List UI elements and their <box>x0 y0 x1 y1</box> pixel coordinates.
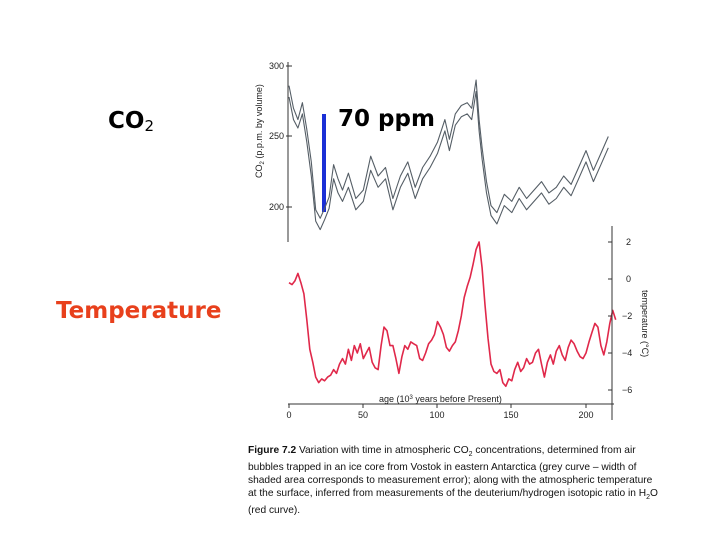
temperature-label: Temperature <box>56 298 222 324</box>
temperature-ticks: 2 0 −2 −4 −6 <box>608 237 632 395</box>
age-tick-label: 0 <box>286 410 291 420</box>
co2-label: CO2 <box>108 108 154 135</box>
temperature-curves <box>288 241 617 388</box>
temperature-tick-label: −4 <box>622 348 632 358</box>
temperature-tick-label: −6 <box>622 385 632 395</box>
temperature-series-line <box>288 241 617 388</box>
co2-series-line <box>288 79 609 219</box>
co2-curves <box>288 79 609 231</box>
age-tick-label: 150 <box>503 410 518 420</box>
co2-ticks: 300 250 200 <box>269 61 292 212</box>
age-tick-label: 50 <box>358 410 368 420</box>
co2-axis-title: CO2 (p.p.m. by volume) <box>254 84 266 178</box>
ppm-label: 70 ppm <box>338 106 435 132</box>
figure-caption: Figure 7.2 Variation with time in atmosp… <box>248 445 658 517</box>
age-axis-title: age (103 years before Present) <box>379 394 502 404</box>
co2-tick-label: 200 <box>269 202 284 212</box>
temperature-axis-title: temperature (°C) <box>640 290 650 357</box>
co2-tick-label: 300 <box>269 61 284 71</box>
age-ticks: 0 50 100 150 200 <box>286 404 594 420</box>
temperature-tick-label: 2 <box>626 237 631 247</box>
temperature-tick-label: −2 <box>622 311 632 321</box>
age-tick-label: 100 <box>429 410 444 420</box>
temperature-tick-label: 0 <box>626 274 631 284</box>
age-tick-label: 200 <box>578 410 593 420</box>
co2-series-line <box>288 90 609 231</box>
co2-tick-label: 250 <box>269 131 284 141</box>
